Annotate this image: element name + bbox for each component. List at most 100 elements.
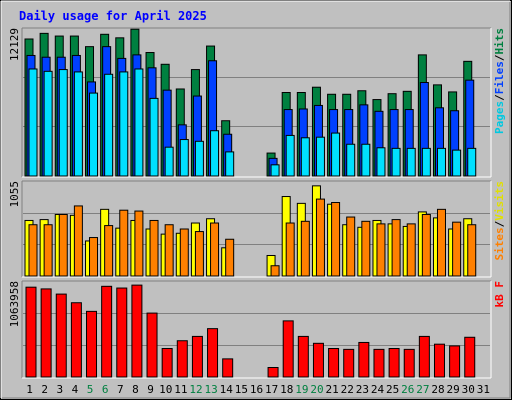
sites-bar [467, 224, 477, 277]
pages-bar [315, 136, 325, 177]
svg-text:Sites/Visits: Sites/Visits [493, 181, 506, 261]
pages-bar [179, 139, 189, 177]
kbytes-bar [222, 358, 234, 378]
day-label: 30 [462, 383, 475, 396]
kbytes-y-max-label: 1063958 [8, 281, 21, 327]
kbytes-bar [403, 348, 415, 378]
visits-sites-panel [21, 180, 492, 278]
kbytes-bar [86, 310, 98, 378]
sites-bar [270, 265, 280, 277]
sites-bar [210, 222, 220, 277]
sites-bar [225, 238, 235, 277]
kbytes-panel [21, 280, 492, 379]
svg-text:kB F: kB F [493, 281, 506, 308]
day-label: 29 [447, 383, 460, 396]
chart-title: Daily usage for April 2025 [19, 9, 207, 23]
sites-bar [391, 219, 401, 277]
kbytes-bar [343, 348, 355, 378]
sites-bar [89, 237, 99, 277]
day-label: 20 [310, 383, 323, 396]
day-label: 13 [204, 383, 217, 396]
pages-bar [361, 143, 371, 177]
sites-bar [119, 209, 129, 277]
legend-sites: Sites [493, 227, 506, 260]
hits-y-max-label: 12129 [8, 28, 21, 61]
pages-bar [89, 92, 99, 177]
day-label: 31 [477, 383, 490, 396]
pages-bar [210, 130, 220, 177]
pages-bar [104, 73, 114, 177]
sites-bar [285, 222, 295, 277]
day-label: 25 [386, 383, 399, 396]
kbytes-bar [267, 367, 279, 378]
sites-bar [43, 224, 53, 277]
legend-files: Files [493, 61, 506, 94]
pages-bar [58, 69, 68, 177]
legend-kbytes: kB F [493, 281, 506, 308]
kbytes-bar [55, 293, 67, 378]
sites-bar [73, 205, 83, 277]
sites-bar [164, 224, 174, 277]
kbytes-bar [358, 341, 370, 378]
day-label: 1 [26, 383, 33, 396]
kbytes-bar [25, 286, 37, 378]
kbytes-bar [373, 348, 385, 378]
sites-bar [300, 220, 310, 277]
kbytes-bar [328, 348, 340, 378]
day-label: 17 [265, 383, 278, 396]
day-label: 27 [416, 383, 429, 396]
kbytes-bar [297, 335, 309, 378]
pages-bar [376, 147, 386, 177]
day-label: 5 [87, 383, 94, 396]
pages-bar [436, 147, 446, 177]
kbytes-bar [176, 340, 188, 378]
day-label: 7 [117, 383, 124, 396]
day-label: 4 [72, 383, 79, 396]
pages-bar [467, 147, 477, 177]
day-label: 6 [102, 383, 109, 396]
pages-bar [28, 68, 38, 177]
day-label: 28 [431, 383, 444, 396]
day-label: 3 [57, 383, 64, 396]
pages-bar [421, 147, 431, 177]
day-label: 16 [250, 383, 263, 396]
sites-bar [361, 220, 371, 277]
day-label: 24 [371, 383, 385, 396]
legend-hits: Hits [493, 28, 506, 55]
sites-bar [315, 198, 325, 277]
kbytes-bar [191, 335, 203, 378]
pages-bar [346, 143, 356, 177]
day-label: 9 [147, 383, 154, 396]
pages-bar [225, 151, 235, 177]
kbytes-bar [161, 348, 173, 378]
pages-bar [119, 71, 129, 177]
pages-bar [134, 68, 144, 177]
day-label: 14 [220, 383, 234, 396]
kbytes-bar [282, 320, 294, 378]
legend-visits: Visits [493, 181, 506, 221]
pages-bar [270, 164, 280, 177]
sites-bar [104, 225, 114, 277]
pages-bar [73, 71, 83, 177]
pages-bar [194, 140, 204, 177]
sites-bar [406, 223, 416, 277]
day-label: 18 [280, 383, 293, 396]
kbytes-bar [464, 336, 476, 378]
pages-bar [285, 134, 295, 177]
day-label: 2 [41, 383, 48, 396]
sites-bar [58, 213, 68, 277]
pages-bar [43, 70, 53, 177]
sites-bar [194, 231, 204, 277]
sites-bar [179, 228, 189, 277]
kbytes-bar [388, 348, 400, 378]
x-axis-day-labels: 1 2 3 4 5 6 7 8 9 10 11 12 13 14 15 16 17 18 19 20 21 22 23 24 2… [26, 383, 490, 396]
day-label: 15 [235, 383, 248, 396]
day-label: 22 [341, 383, 354, 396]
kbytes-bar [418, 335, 430, 378]
pages-bar [406, 147, 416, 177]
kbytes-bar [131, 284, 143, 378]
day-label: 12 [189, 383, 202, 396]
day-label: 23 [356, 383, 369, 396]
day-label: 26 [401, 383, 414, 396]
